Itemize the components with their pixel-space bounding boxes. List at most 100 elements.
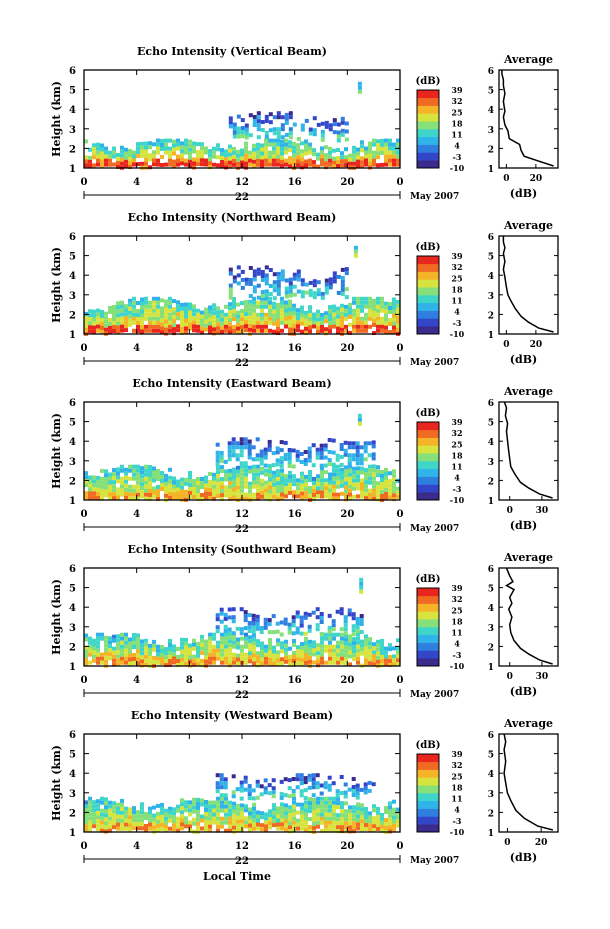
echo-cell	[140, 470, 144, 475]
echo-cell	[308, 643, 312, 648]
colorbar-band	[417, 273, 439, 276]
echo-cell	[384, 472, 388, 476]
echo-cell	[124, 656, 128, 661]
panel-title: Echo Intensity (Eastward Beam)	[132, 377, 331, 390]
echo-cell	[228, 164, 232, 169]
echo-cell	[148, 489, 152, 493]
echo-cell	[92, 820, 96, 825]
echo-cell	[188, 139, 192, 144]
echo-cell	[324, 157, 328, 162]
average-y-tick-label: 6	[488, 565, 494, 575]
echo-cell	[184, 477, 188, 482]
echo-cell	[196, 809, 200, 814]
echo-cell	[92, 147, 96, 152]
echo-cell	[304, 318, 308, 323]
echo-cell	[384, 321, 388, 326]
echo-cell	[296, 482, 300, 487]
echo-cell	[148, 328, 152, 333]
echo-cell	[308, 486, 312, 490]
echo-cell	[240, 484, 244, 489]
echo-cell	[308, 131, 313, 136]
colorbar-band	[417, 271, 439, 274]
echo-cell	[280, 273, 285, 278]
echo-cell	[388, 330, 392, 334]
echo-cell	[256, 304, 260, 309]
echo-cell	[252, 649, 256, 654]
echo-cell	[320, 482, 324, 487]
echo-cell	[104, 481, 108, 486]
echo-cell	[272, 288, 277, 293]
echo-cell	[236, 819, 240, 824]
echo-cell	[392, 154, 396, 159]
echo-cell	[247, 613, 252, 617]
echo-cell	[208, 804, 212, 809]
echo-cell	[196, 320, 200, 325]
colorbar-band	[417, 431, 439, 434]
echo-cell	[320, 328, 324, 333]
colorbar-band	[417, 621, 439, 624]
echo-cell	[376, 473, 380, 478]
echo-cell	[384, 662, 388, 667]
echo-cell	[376, 296, 380, 301]
colorbar-band	[417, 468, 439, 472]
colorbar-band	[417, 824, 439, 827]
echo-cell	[348, 805, 352, 810]
colorbar-band	[417, 166, 439, 169]
echo-cell	[271, 790, 276, 795]
panel-title: Echo Intensity (Northward Beam)	[128, 211, 337, 224]
echo-cell	[116, 309, 120, 314]
echo-cell	[248, 162, 252, 167]
echo-cell	[88, 313, 92, 318]
echo-cell	[284, 112, 289, 117]
x-tick-label: 8	[186, 675, 193, 686]
echo-cell	[368, 316, 372, 321]
echo-cell	[312, 648, 316, 653]
echo-cell	[372, 658, 376, 663]
echo-cell	[355, 449, 360, 454]
average-x-label: (dB)	[510, 353, 537, 366]
echo-cell	[120, 648, 124, 653]
echo-cell	[323, 455, 328, 460]
echo-cell	[288, 323, 292, 328]
colorbar-band	[417, 109, 439, 112]
echo-cell	[263, 790, 268, 795]
echo-cell	[376, 151, 380, 156]
echo-cell	[176, 659, 180, 663]
echo-cell	[152, 817, 156, 822]
echo-cell	[156, 158, 160, 163]
echo-cell	[232, 313, 236, 317]
echo-cell	[120, 660, 124, 665]
echo-cell	[283, 621, 288, 626]
echo-cell	[196, 162, 200, 167]
echo-cell	[304, 490, 308, 495]
echo-cell	[336, 330, 340, 335]
echo-cell	[168, 810, 172, 815]
echo-cell	[104, 813, 108, 818]
echo-cell	[172, 648, 176, 653]
echo-cell	[392, 811, 396, 816]
echo-cell	[360, 815, 364, 820]
echo-cell	[116, 329, 120, 334]
echo-cell	[355, 795, 360, 800]
echo-cell	[288, 148, 292, 153]
echo-cell	[376, 304, 380, 309]
echo-cell	[180, 153, 184, 158]
echo-cell	[276, 814, 280, 819]
echo-cell	[176, 328, 180, 333]
echo-cell	[96, 142, 100, 147]
echo-cell	[235, 457, 240, 462]
echo-cell	[228, 148, 232, 153]
echo-cell	[363, 786, 368, 791]
echo-cell	[372, 303, 376, 307]
echo-cell	[316, 824, 320, 829]
echo-cell	[292, 292, 297, 297]
echo-cell	[140, 301, 144, 306]
echo-cell	[184, 150, 188, 155]
echo-cell	[272, 645, 276, 650]
echo-cell	[84, 633, 88, 638]
echo-cell	[300, 309, 304, 314]
y-tick-label: 2	[69, 808, 76, 819]
echo-cell	[120, 312, 124, 317]
echo-cell	[308, 805, 312, 810]
colorbar-band	[417, 320, 439, 323]
